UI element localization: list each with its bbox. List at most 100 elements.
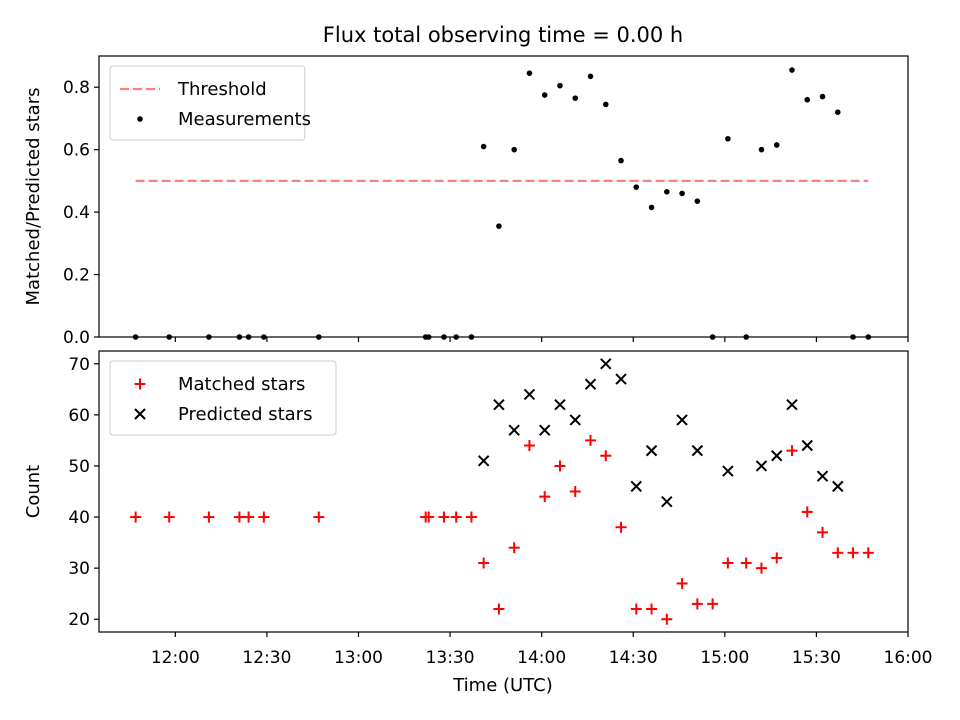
data-point xyxy=(258,511,270,523)
marker-stroke xyxy=(508,424,520,436)
data-point xyxy=(541,92,548,98)
data-point xyxy=(740,557,752,569)
marker-stroke xyxy=(691,444,704,457)
marker-stroke xyxy=(539,424,551,436)
data-point xyxy=(539,424,551,436)
legend-swatch xyxy=(137,116,143,122)
data-point xyxy=(832,547,844,559)
data-point xyxy=(755,460,768,472)
data-point xyxy=(569,414,581,426)
marker-stroke xyxy=(771,450,783,462)
y-tick-label: 30 xyxy=(68,559,90,579)
marker-stroke xyxy=(554,398,566,411)
data-point xyxy=(450,511,462,523)
y-tick-label: 20 xyxy=(68,610,90,630)
data-point xyxy=(554,398,566,411)
data-point xyxy=(600,450,612,462)
data-point xyxy=(523,440,535,452)
marker-stroke xyxy=(645,444,658,457)
y-tick-label: 0.2 xyxy=(63,266,90,286)
legend-item: Predicted stars xyxy=(134,404,312,425)
data-point xyxy=(496,223,502,229)
data-point xyxy=(725,135,731,142)
data-point xyxy=(816,470,829,482)
data-point xyxy=(243,511,255,523)
plot-frame xyxy=(98,350,909,633)
data-point xyxy=(801,506,813,518)
data-point xyxy=(773,142,780,148)
data-point xyxy=(691,444,704,457)
marker-stroke xyxy=(477,455,490,467)
marker-stroke xyxy=(523,388,536,401)
x-tick-label: 13:30 xyxy=(426,648,475,668)
data-point xyxy=(313,511,325,523)
x-tick-label: 12:30 xyxy=(242,648,291,668)
marker-stroke xyxy=(134,408,146,420)
data-point xyxy=(554,460,566,472)
legend-label: Matched stars xyxy=(178,374,305,395)
x-tick-label: 16:00 xyxy=(884,648,933,668)
series-predicted-stars xyxy=(477,358,844,508)
data-point xyxy=(585,434,597,446)
data-point xyxy=(526,70,533,76)
data-point xyxy=(584,378,597,390)
data-point xyxy=(786,445,798,457)
marker-stroke xyxy=(801,439,813,452)
data-point xyxy=(804,96,811,103)
data-point xyxy=(817,526,829,538)
data-point xyxy=(572,95,579,101)
data-point xyxy=(648,204,655,211)
data-point xyxy=(600,358,612,370)
data-point xyxy=(523,388,536,401)
y-tick-label: 70 xyxy=(68,355,90,375)
legend: Threshold Measurements xyxy=(109,65,311,141)
data-point xyxy=(771,450,783,462)
legend-frame xyxy=(109,360,337,436)
marker-stroke xyxy=(676,414,688,426)
data-point xyxy=(834,109,841,115)
data-point xyxy=(646,603,658,615)
data-point xyxy=(633,184,640,190)
legend-item: Measurements xyxy=(137,109,311,130)
data-point xyxy=(163,511,175,523)
ratio-panel: 0.0 0.2 0.4 0.6 0.8 Matched/Predicted stars Th… xyxy=(23,55,909,348)
marker-stroke xyxy=(832,480,844,493)
data-point xyxy=(539,491,551,503)
legend-label: Predicted stars xyxy=(178,404,312,425)
y-tick-label: 60 xyxy=(68,406,90,426)
data-point xyxy=(661,496,673,508)
data-point xyxy=(645,444,658,457)
data-point xyxy=(602,101,609,108)
plot-frame xyxy=(98,55,909,338)
data-point xyxy=(423,511,435,523)
data-point xyxy=(771,552,783,564)
y-tick-label: 0.0 xyxy=(63,328,90,348)
data-point xyxy=(694,198,701,204)
marker-stroke xyxy=(786,398,798,411)
x-axis-label: Time (UTC) xyxy=(452,675,553,696)
y-tick-label: 0.4 xyxy=(63,203,90,223)
data-point xyxy=(569,486,581,497)
marker-stroke xyxy=(630,480,643,493)
y-tick-label: 0.6 xyxy=(63,141,90,161)
data-point xyxy=(508,542,520,554)
x-tick-label: 12:00 xyxy=(151,648,200,668)
marker-stroke xyxy=(584,378,597,390)
data-point xyxy=(676,414,688,426)
data-point xyxy=(801,439,813,452)
data-point xyxy=(847,547,859,559)
chart-title: Flux total observing time = 0.00 h xyxy=(323,23,683,47)
data-point xyxy=(862,547,874,559)
data-point xyxy=(478,557,490,569)
data-point xyxy=(832,480,844,493)
data-point xyxy=(707,598,719,610)
data-point xyxy=(557,82,563,89)
marker-stroke xyxy=(615,373,627,385)
data-point xyxy=(630,480,643,493)
data-point xyxy=(477,455,490,467)
data-point xyxy=(661,613,673,625)
data-point xyxy=(679,190,685,197)
x-tick-label: 13:00 xyxy=(334,648,383,668)
data-point xyxy=(615,373,627,385)
data-point xyxy=(819,93,826,100)
